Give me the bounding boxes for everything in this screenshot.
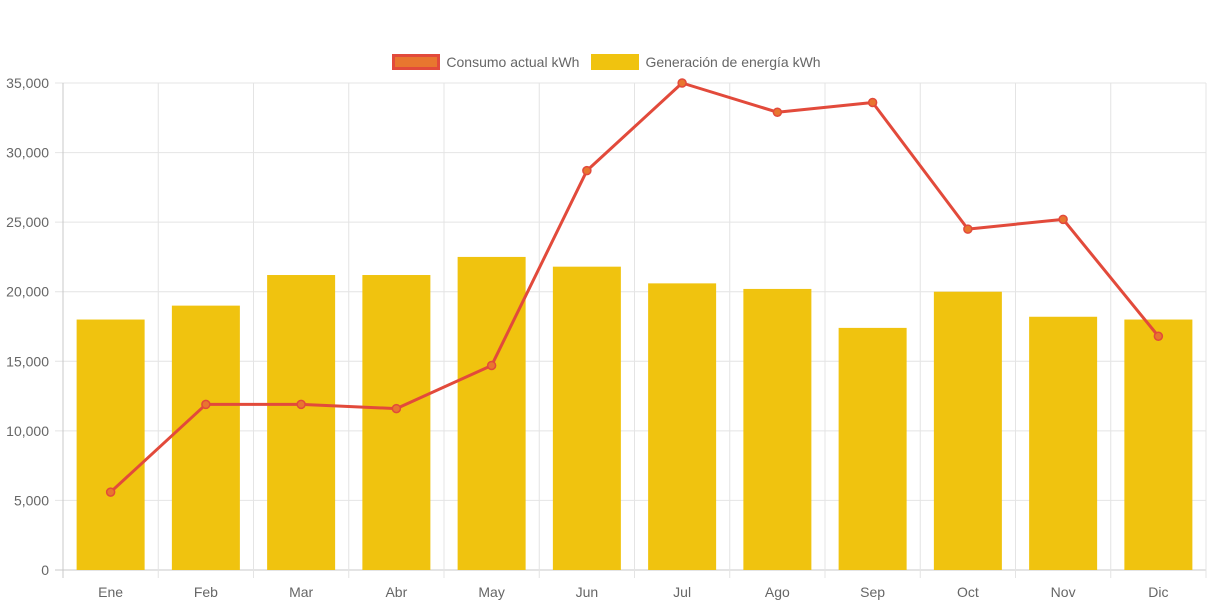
point-consumo[interactable] <box>1058 214 1068 225</box>
bar-generacion[interactable] <box>267 275 336 570</box>
bar-generacion[interactable] <box>76 319 145 570</box>
x-tick-label: Oct <box>957 584 979 600</box>
point-consumo[interactable] <box>105 487 116 497</box>
point-consumo[interactable] <box>677 78 687 88</box>
point-consumo[interactable] <box>963 224 973 234</box>
legend: Consumo actual kWh Generación de energía… <box>0 51 1213 73</box>
bar-generacion[interactable] <box>362 275 431 570</box>
y-tick-label: 35,000 <box>6 75 49 91</box>
legend-item-generacion[interactable]: Generación de energía kWh <box>591 54 821 70</box>
x-tick-label: Feb <box>194 584 218 600</box>
line-consumo <box>109 81 1160 494</box>
bar-generacion[interactable] <box>1029 316 1098 570</box>
y-tick-label: 30,000 <box>6 145 49 161</box>
point-consumo[interactable] <box>391 403 402 414</box>
y-tick-label: 15,000 <box>6 353 49 369</box>
legend-label-consumo: Consumo actual kWh <box>446 54 580 70</box>
point-consumo[interactable] <box>772 107 783 117</box>
point-consumo[interactable] <box>296 399 306 410</box>
x-tick-label: Ago <box>765 584 790 600</box>
point-consumo[interactable] <box>582 165 592 176</box>
x-tick-label: Jul <box>673 584 691 600</box>
bar-generacion[interactable] <box>933 291 1002 570</box>
point-consumo[interactable] <box>486 360 497 371</box>
bar-generacion[interactable] <box>743 288 812 570</box>
legend-label-generacion: Generación de energía kWh <box>645 54 821 70</box>
bar-generacion[interactable] <box>1124 319 1193 570</box>
bar-generacion[interactable] <box>552 266 621 570</box>
x-tick-label: Dic <box>1148 584 1168 600</box>
x-tick-label: Ene <box>98 584 123 600</box>
x-tick-label: May <box>478 584 504 600</box>
bar-generacion[interactable] <box>648 283 717 570</box>
y-tick-label: 0 <box>41 562 49 578</box>
point-consumo[interactable] <box>1153 331 1164 341</box>
legend-swatch-consumo <box>392 54 441 70</box>
point-consumo[interactable] <box>201 399 211 410</box>
y-tick-label: 10,000 <box>6 423 49 439</box>
bar-generacion[interactable] <box>838 327 907 570</box>
legend-swatch-generacion <box>591 54 640 70</box>
x-tick-label: Mar <box>289 584 313 600</box>
x-tick-label: Nov <box>1051 584 1076 600</box>
x-tick-label: Abr <box>385 584 407 600</box>
bar-generacion[interactable] <box>171 305 240 570</box>
bar-generacion[interactable] <box>457 256 526 570</box>
y-tick-label: 5,000 <box>14 492 49 508</box>
y-tick-label: 25,000 <box>6 214 49 230</box>
y-tick-label: 20,000 <box>6 284 49 300</box>
x-tick-label: Sep <box>860 584 885 600</box>
point-consumo[interactable] <box>867 97 878 108</box>
legend-item-consumo[interactable]: Consumo actual kWh <box>392 54 579 70</box>
x-tick-label: Jun <box>576 584 599 600</box>
